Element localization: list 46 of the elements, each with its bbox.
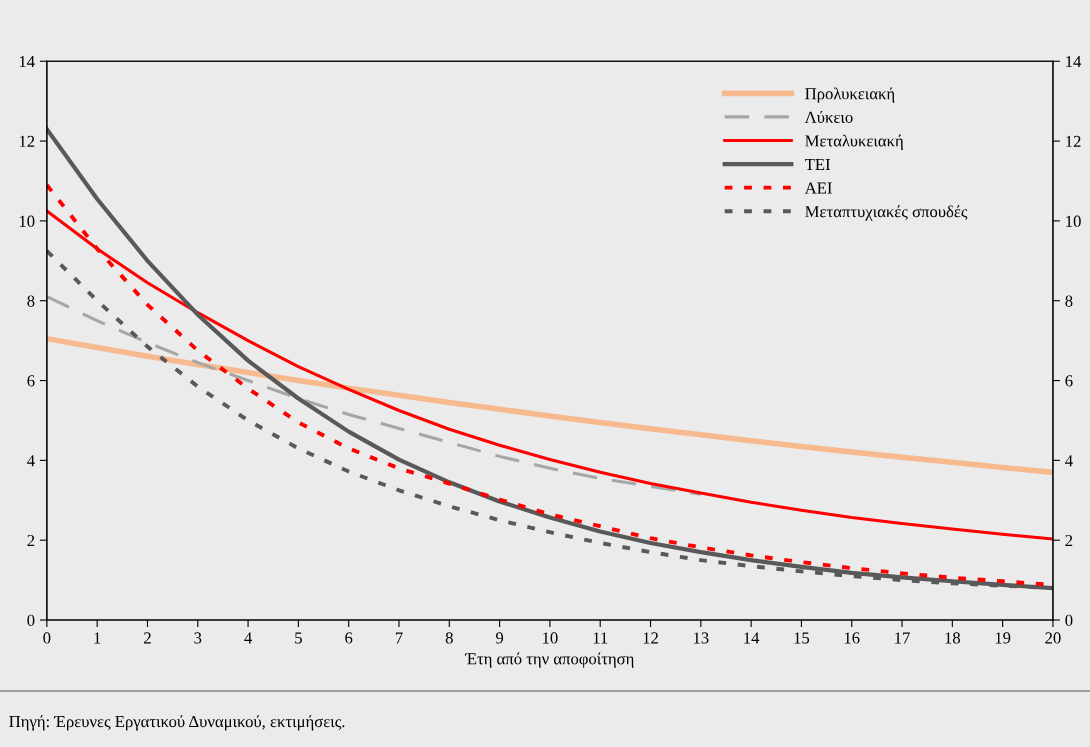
- x-tick-label: 10: [543, 632, 558, 644]
- y2-tick-label: 6: [1065, 375, 1073, 387]
- y2-tick-label: 8: [1065, 295, 1073, 307]
- x-tick-label: 16: [844, 632, 860, 644]
- y2-tick-label: 4: [1065, 455, 1073, 467]
- x-tick-label: 5: [295, 632, 302, 644]
- y2-tick-label: 14: [1066, 56, 1082, 68]
- x-tick-label: 15: [794, 632, 810, 644]
- y-tick-label: 4: [27, 455, 35, 467]
- x-tick-label: 14: [744, 632, 760, 644]
- legend-label: Λύκειο: [804, 110, 853, 123]
- legend-label: Μεταπτυχιακές σπουδές: [805, 205, 968, 221]
- x-tick-label: 1: [94, 632, 101, 644]
- y2-tick-label: 2: [1065, 534, 1073, 546]
- legend-label: Μεταλυκειακή: [805, 134, 903, 150]
- x-tick-label: 13: [693, 632, 709, 644]
- y2-tick-label: 10: [1066, 215, 1081, 227]
- y-tick-label: 14: [19, 56, 35, 68]
- x-tick-label: 20: [1045, 632, 1061, 644]
- x-tick-label: 11: [593, 632, 608, 644]
- y-tick-label: 8: [27, 295, 35, 307]
- y-tick-label: 6: [27, 375, 35, 387]
- x-tick-label: 4: [244, 632, 252, 644]
- y-tick-label: 2: [27, 534, 35, 546]
- x-tick-label: 3: [194, 632, 202, 644]
- legend-label: ΤΕΙ: [804, 159, 831, 170]
- x-axis-title: Έτη από την αποφοίτηση: [464, 652, 634, 668]
- y2-tick-label: 12: [1066, 135, 1081, 147]
- x-tick-label: 8: [445, 632, 453, 644]
- x-tick-label: 6: [345, 632, 353, 644]
- x-tick-label: 9: [495, 632, 504, 644]
- x-tick-label: 19: [995, 632, 1011, 644]
- text: Πηγή: Έρευνες Εργατικού Δυναμικού, εκτιμήσεις.: [9, 715, 345, 731]
- legend-label: Προλυκειακή: [805, 87, 895, 103]
- y-tick-label: 12: [19, 135, 35, 147]
- x-tick-label: 12: [643, 632, 658, 644]
- x-tick-label: 17: [895, 632, 910, 644]
- x-tick-label: 7: [395, 632, 403, 644]
- line-series: [46, 295, 703, 496]
- y-tick-label: 10: [19, 215, 35, 227]
- x-tick-label: 2: [144, 632, 151, 644]
- y2-tick-label: 0: [1065, 614, 1073, 626]
- y-tick-label: 0: [27, 614, 35, 626]
- x-tick-label: 18: [945, 632, 961, 644]
- legend-label: ΑΕΙ: [804, 182, 832, 194]
- x-tick-label: 0: [43, 632, 51, 644]
